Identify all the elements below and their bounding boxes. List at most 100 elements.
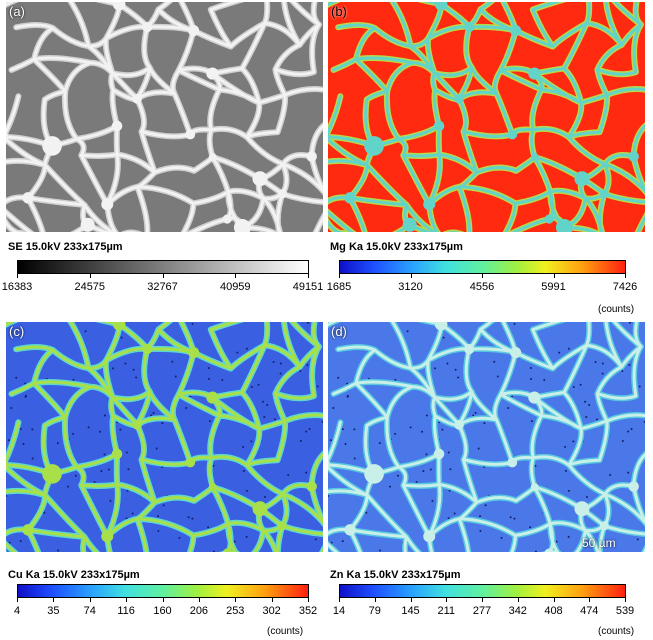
colorbar-tick — [482, 598, 483, 602]
precipitate-dot — [394, 432, 397, 435]
colorbar-tick-label: 49151 — [292, 281, 324, 293]
precipitate-dot — [321, 420, 323, 423]
precipitate-dot — [446, 362, 449, 365]
precipitate-dot — [448, 489, 451, 492]
precipitate-dot — [250, 386, 253, 389]
phase-junction — [344, 192, 356, 204]
precipitate-dot — [638, 385, 641, 388]
phase-network — [328, 322, 645, 552]
phase-junction — [599, 521, 609, 531]
precipitate-dot — [621, 370, 624, 373]
precipitate-dot — [124, 362, 127, 365]
colorbar-tick — [126, 598, 128, 602]
colorbar-tick — [482, 274, 483, 278]
precipitate-dot — [628, 322, 631, 324]
phase-junction — [206, 67, 219, 80]
cu-map — [6, 322, 323, 552]
precipitate-dot — [643, 420, 645, 423]
precipitate-dot — [585, 495, 588, 498]
colorbar-tick-label: 160 — [153, 605, 172, 617]
precipitate-dot — [609, 473, 612, 476]
precipitate-dot — [621, 439, 624, 442]
precipitate-dot — [131, 512, 134, 515]
precipitate-dot — [434, 367, 437, 370]
colorbar-tick-label: 1685 — [326, 281, 352, 293]
colorbar-tick-label: 32767 — [147, 281, 178, 293]
colorbar-tick-label: 206 — [189, 605, 209, 617]
phase-junction — [185, 129, 196, 140]
precipitate-dot — [389, 485, 392, 488]
colorbar-tick — [339, 598, 340, 602]
colorbar-tick-label: 7426 — [612, 281, 638, 293]
precipitate-dot — [308, 428, 311, 431]
phase-network — [6, 2, 323, 232]
precipitate-dot — [19, 428, 22, 431]
precipitate-dot — [103, 453, 106, 456]
phase-network — [328, 2, 645, 232]
phase-junction — [142, 21, 153, 33]
precipitate-dot — [447, 517, 450, 520]
precipitate-dot — [595, 418, 598, 421]
colorbar-tick-label: 16383 — [1, 281, 33, 293]
precipitate-dot — [457, 376, 460, 379]
precipitate-dot — [99, 430, 102, 433]
precipitate-dot — [305, 430, 308, 433]
precipitate-dot — [8, 541, 11, 544]
panel-d: (d) 50 µm Zn Ka 15.0kV 233x175µm (counts… — [326, 320, 653, 640]
precipitate-dot — [191, 517, 194, 520]
panel-label: (d) — [331, 324, 347, 339]
phase-junction — [111, 448, 123, 460]
panel-caption: Zn Ka 15.0kV 233x175µm — [330, 569, 461, 581]
mg-map — [328, 2, 645, 232]
phase-junction — [132, 94, 142, 104]
precipitate-dot — [628, 363, 631, 366]
precipitate-dot — [406, 330, 409, 333]
precipitate-dot — [567, 489, 570, 492]
phase-junction — [628, 481, 639, 492]
precipitate-dot — [31, 428, 34, 431]
precipitate-dot — [447, 451, 450, 454]
precipitate-dot — [500, 536, 503, 539]
phase-junction — [101, 530, 114, 543]
precipitate-dot — [287, 473, 290, 476]
colorbar-tick — [89, 598, 91, 602]
colorbar-tick-label: 5991 — [541, 281, 566, 293]
phase-junction — [364, 464, 384, 484]
precipitate-dot — [422, 470, 425, 473]
precipitate-dot — [509, 516, 512, 519]
precipitate-dot — [330, 541, 333, 544]
colorbar-tick-label: 352 — [298, 605, 318, 617]
precipitate-dot — [507, 406, 510, 409]
precipitate-dot — [87, 426, 90, 429]
precipitate-dot — [57, 549, 60, 552]
phase-junction — [80, 217, 95, 232]
precipitate-dot — [328, 495, 330, 498]
phase-junction — [208, 153, 217, 162]
colorbar-tick — [553, 598, 555, 602]
precipitate-dot — [279, 372, 282, 375]
precipitate-dot — [84, 330, 87, 333]
phase-junction — [208, 483, 217, 492]
colorbar-tick — [198, 598, 200, 602]
phase-junction — [206, 391, 219, 404]
precipitate-dot — [191, 322, 194, 325]
se-map — [6, 2, 323, 232]
precipitate-dot — [421, 430, 424, 433]
colorbar-ticks — [339, 598, 626, 602]
precipitate-dot — [627, 430, 630, 433]
precipitate-dot — [425, 414, 428, 417]
precipitate-dot — [15, 376, 18, 379]
colorbar-tick-label: 40959 — [219, 281, 251, 293]
phase-junction — [185, 457, 196, 468]
precipitate-dot — [72, 432, 75, 435]
colorbar-tick — [17, 274, 18, 278]
precipitate-dot — [107, 468, 110, 471]
precipitate-dot — [329, 439, 332, 442]
precipitate-dot — [341, 540, 344, 543]
precipitate-dot — [56, 442, 59, 445]
precipitate-dot — [242, 469, 245, 472]
phase-junction — [574, 171, 590, 187]
precipitate-dot — [415, 480, 418, 483]
precipitate-dot — [299, 439, 302, 442]
colorbar-tick-label: 408 — [544, 605, 563, 617]
